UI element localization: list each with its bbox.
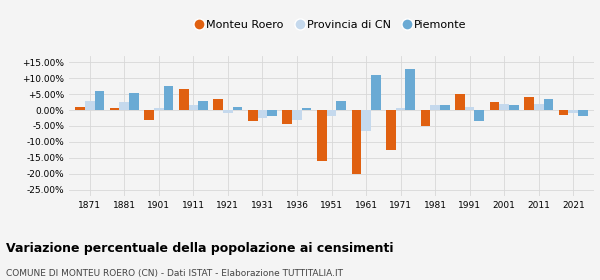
Bar: [164, 86, 173, 110]
Legend: Monteu Roero, Provincia di CN, Piemonte: Monteu Roero, Provincia di CN, Piemonte: [196, 20, 467, 30]
Text: COMUNE DI MONTEU ROERO (CN) - Dati ISTAT - Elaborazione TUTTITALIA.IT: COMUNE DI MONTEU ROERO (CN) - Dati ISTAT…: [6, 269, 343, 278]
Bar: [85, 101, 95, 110]
Bar: [302, 108, 311, 110]
Bar: [257, 110, 267, 118]
Bar: [578, 110, 588, 116]
Bar: [371, 75, 380, 110]
Bar: [95, 91, 104, 110]
Bar: [214, 99, 223, 110]
Bar: [198, 101, 208, 110]
Bar: [499, 104, 509, 110]
Bar: [386, 110, 396, 150]
Bar: [223, 110, 233, 113]
Bar: [248, 110, 257, 121]
Bar: [179, 89, 188, 110]
Bar: [337, 101, 346, 110]
Bar: [154, 108, 164, 110]
Text: Variazione percentuale della popolazione ai censimenti: Variazione percentuale della popolazione…: [6, 242, 394, 255]
Bar: [524, 97, 534, 110]
Bar: [440, 105, 449, 110]
Bar: [490, 102, 499, 110]
Bar: [317, 110, 326, 161]
Bar: [475, 110, 484, 121]
Bar: [396, 108, 406, 110]
Bar: [465, 107, 475, 110]
Bar: [361, 110, 371, 131]
Bar: [406, 69, 415, 110]
Bar: [283, 110, 292, 124]
Bar: [430, 105, 440, 110]
Bar: [568, 110, 578, 113]
Bar: [267, 110, 277, 116]
Bar: [544, 99, 553, 110]
Bar: [75, 107, 85, 110]
Bar: [110, 108, 119, 110]
Bar: [129, 93, 139, 110]
Bar: [455, 94, 465, 110]
Bar: [144, 110, 154, 120]
Bar: [534, 104, 544, 110]
Bar: [119, 102, 129, 110]
Bar: [509, 105, 519, 110]
Bar: [326, 110, 337, 116]
Bar: [233, 107, 242, 110]
Bar: [292, 110, 302, 120]
Bar: [559, 110, 568, 115]
Bar: [352, 110, 361, 174]
Bar: [421, 110, 430, 126]
Bar: [188, 105, 198, 110]
